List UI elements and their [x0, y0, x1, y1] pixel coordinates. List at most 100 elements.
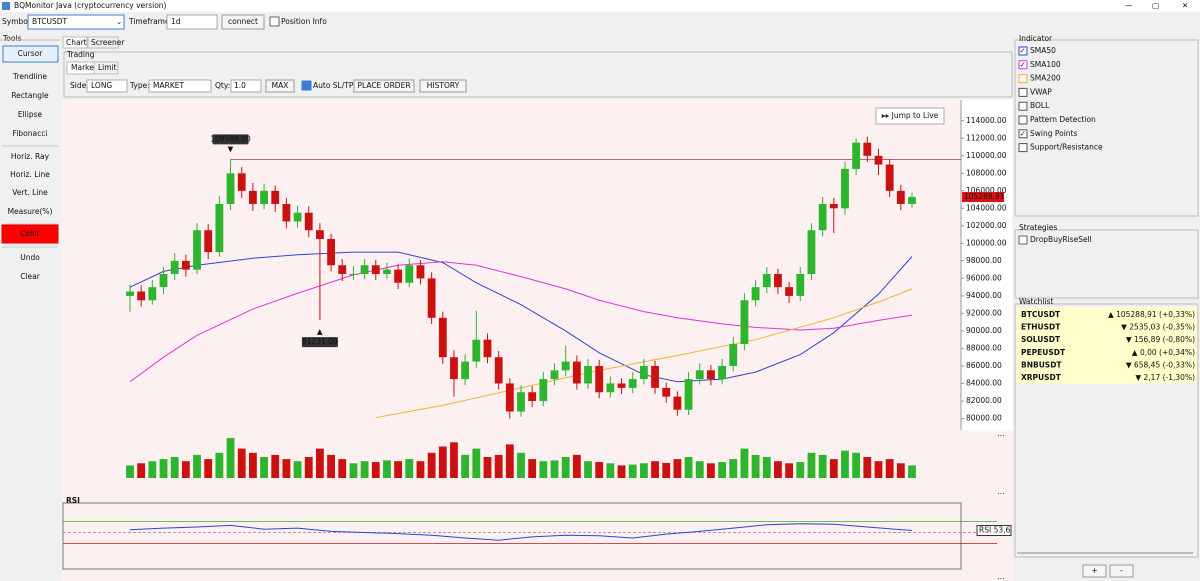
candle-body — [863, 142, 872, 156]
auto-sltp-label: Auto SL/TP — [313, 81, 354, 90]
max-button[interactable] — [265, 79, 295, 93]
tools-title: Tools — [2, 34, 22, 43]
strategies-title: Strategies — [1019, 223, 1057, 232]
tool-button[interactable] — [2, 203, 59, 221]
candle-body — [606, 383, 615, 393]
volume-bar — [371, 462, 380, 478]
indicator-checkbox[interactable] — [1018, 74, 1028, 84]
volume-bar — [494, 454, 503, 478]
candle-body — [237, 173, 246, 191]
candle-body — [561, 361, 570, 371]
candle-body — [148, 287, 157, 301]
watch-change: ▲ 0,00 (+0,34%) — [1132, 348, 1195, 357]
indicator-checkbox[interactable] — [1018, 101, 1028, 111]
volume-bar — [584, 461, 592, 478]
volume-bar — [483, 457, 492, 478]
candle-body — [159, 274, 168, 288]
annotation-box — [212, 134, 249, 145]
volume-bar — [561, 457, 570, 478]
candle-body — [695, 370, 704, 380]
indicator-checkbox[interactable] — [1018, 60, 1028, 70]
candle-body — [774, 274, 782, 288]
volume-bar — [841, 450, 849, 478]
tool-button[interactable] — [2, 125, 59, 143]
indicator-checkbox[interactable] — [1018, 143, 1028, 153]
candle-body — [271, 190, 280, 204]
timeframe-combo[interactable] — [166, 14, 218, 30]
y-tick-label: 106000.00 — [966, 186, 1007, 195]
timeframe-value: 1d — [171, 17, 181, 26]
tab[interactable] — [62, 36, 88, 49]
jump-live-button[interactable] — [875, 107, 945, 125]
symbol-combo[interactable] — [27, 14, 125, 30]
auto-sltp-checkbox[interactable] — [301, 80, 312, 91]
indicator-checkbox[interactable] — [1018, 129, 1028, 139]
timeframe-label: Timeframe: — [128, 17, 172, 26]
sma-line — [129, 251, 913, 383]
watchlist-button[interactable] — [1082, 564, 1107, 578]
annotation-arrow: ▲ — [317, 327, 323, 336]
tool-button[interactable] — [2, 249, 59, 267]
indicator-checkbox[interactable] — [1018, 46, 1028, 56]
volume-bar — [673, 459, 682, 478]
volume-bar — [740, 448, 749, 478]
y-tick-label: 82000.00 — [966, 396, 1002, 405]
tool-button[interactable] — [2, 87, 59, 105]
tool-label: Vert. Line — [12, 188, 48, 197]
volume-bar — [126, 465, 134, 478]
indicator-checkbox[interactable] — [1018, 115, 1028, 125]
candle-body — [494, 357, 503, 384]
candle-body — [461, 361, 470, 380]
volume-bar — [617, 465, 626, 478]
tool-button[interactable] — [2, 148, 59, 166]
candle-body — [170, 260, 179, 275]
rsi-line — [129, 523, 913, 541]
strategy-checkbox[interactable] — [1018, 235, 1028, 245]
watch-symbol: XRPUSDT — [1021, 373, 1062, 382]
y-tick-label: 94000.00 — [966, 291, 1002, 300]
tool-button[interactable] — [2, 68, 59, 86]
trading-tab[interactable] — [93, 61, 119, 75]
tool-button-selected[interactable] — [2, 45, 59, 63]
candle-body — [908, 197, 916, 204]
candle-body — [360, 265, 369, 275]
tool-button[interactable] — [2, 268, 59, 286]
position-checkbox[interactable] — [269, 16, 280, 27]
volume-bar — [662, 462, 671, 478]
volume-bar — [226, 438, 235, 478]
tool-button[interactable] — [2, 166, 59, 184]
candle-body — [829, 203, 838, 209]
tab-label: Chart — [66, 38, 87, 47]
chart-area — [61, 99, 1013, 581]
volume-bar — [807, 452, 816, 478]
watchlist-button[interactable] — [1109, 564, 1134, 578]
rsi-last-box — [976, 525, 1012, 537]
indicator-checkbox[interactable] — [1018, 87, 1028, 97]
candle-body — [628, 379, 637, 388]
sma-line — [375, 288, 913, 419]
place-order-button[interactable] — [353, 79, 415, 93]
y-tick-label: 96000.00 — [966, 273, 1002, 282]
candle-body — [539, 379, 548, 401]
watch-symbol: PEPEUSDT — [1021, 348, 1066, 357]
trading-title: Trading — [66, 50, 95, 59]
tool-label: Clear — [20, 272, 41, 281]
candle-body — [718, 365, 726, 380]
connect-button[interactable] — [221, 14, 265, 30]
tab[interactable] — [87, 36, 119, 49]
watch-symbol: SOLUSDT — [1021, 335, 1061, 344]
tool-button[interactable] — [2, 184, 59, 202]
side-combo[interactable] — [86, 79, 128, 93]
candle-body — [762, 274, 771, 288]
tool-button-color[interactable] — [1, 224, 59, 244]
tool-button[interactable] — [2, 106, 59, 124]
watch-change: ▲ 105288,91 (+0,33%) — [1108, 310, 1195, 319]
candle-body — [673, 396, 682, 410]
candle-body — [181, 260, 190, 270]
strategy-label: DropBuyRiseSell — [1030, 235, 1092, 244]
type-combo[interactable] — [148, 79, 212, 93]
y-tick-label: 88000.00 — [966, 343, 1002, 352]
qty-input[interactable] — [230, 79, 262, 93]
history-button[interactable] — [419, 79, 467, 93]
volume-bar — [829, 459, 838, 478]
